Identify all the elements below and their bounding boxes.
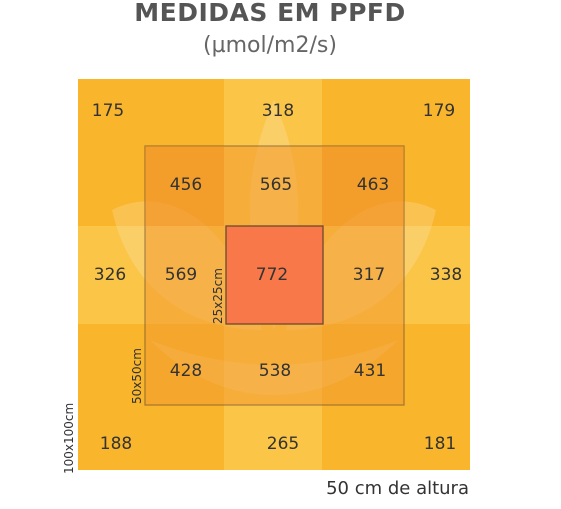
reading-r4c3: 538	[259, 361, 291, 381]
reading-r3c1: 326	[94, 265, 126, 285]
page-title: MEDIDAS EM PPFD	[134, 0, 406, 27]
reading-r4c4: 431	[354, 361, 386, 381]
unit-subtitle: (µmol/m2/s)	[203, 33, 337, 58]
outer-zone-label: 100x100cm	[62, 403, 76, 474]
reading-r3c2: 569	[165, 265, 197, 285]
reading-r5c1: 188	[100, 434, 132, 454]
center-zone	[225, 225, 324, 325]
middle-zone-label: 50x50cm	[130, 348, 144, 404]
reading-r4c2: 428	[170, 361, 202, 381]
reading-r2c4: 463	[357, 175, 389, 195]
reading-r1c5: 179	[423, 101, 455, 121]
reading-r3c4: 317	[353, 265, 385, 285]
height-caption: 50 cm de altura	[326, 478, 469, 499]
reading-r1c1: 175	[92, 101, 124, 121]
reading-r2c3: 565	[260, 175, 292, 195]
reading-r5c5: 181	[424, 434, 456, 454]
inner-zone-label: 25x25cm	[211, 268, 225, 324]
reading-r1c3: 318	[262, 101, 294, 121]
middle-corner-tr	[322, 146, 404, 226]
reading-r2c2: 456	[170, 175, 202, 195]
reading-r5c3: 265	[267, 434, 299, 454]
reading-r3c3: 772	[256, 265, 288, 285]
middle-corner-tl	[145, 146, 224, 226]
reading-r3c5: 338	[430, 265, 462, 285]
